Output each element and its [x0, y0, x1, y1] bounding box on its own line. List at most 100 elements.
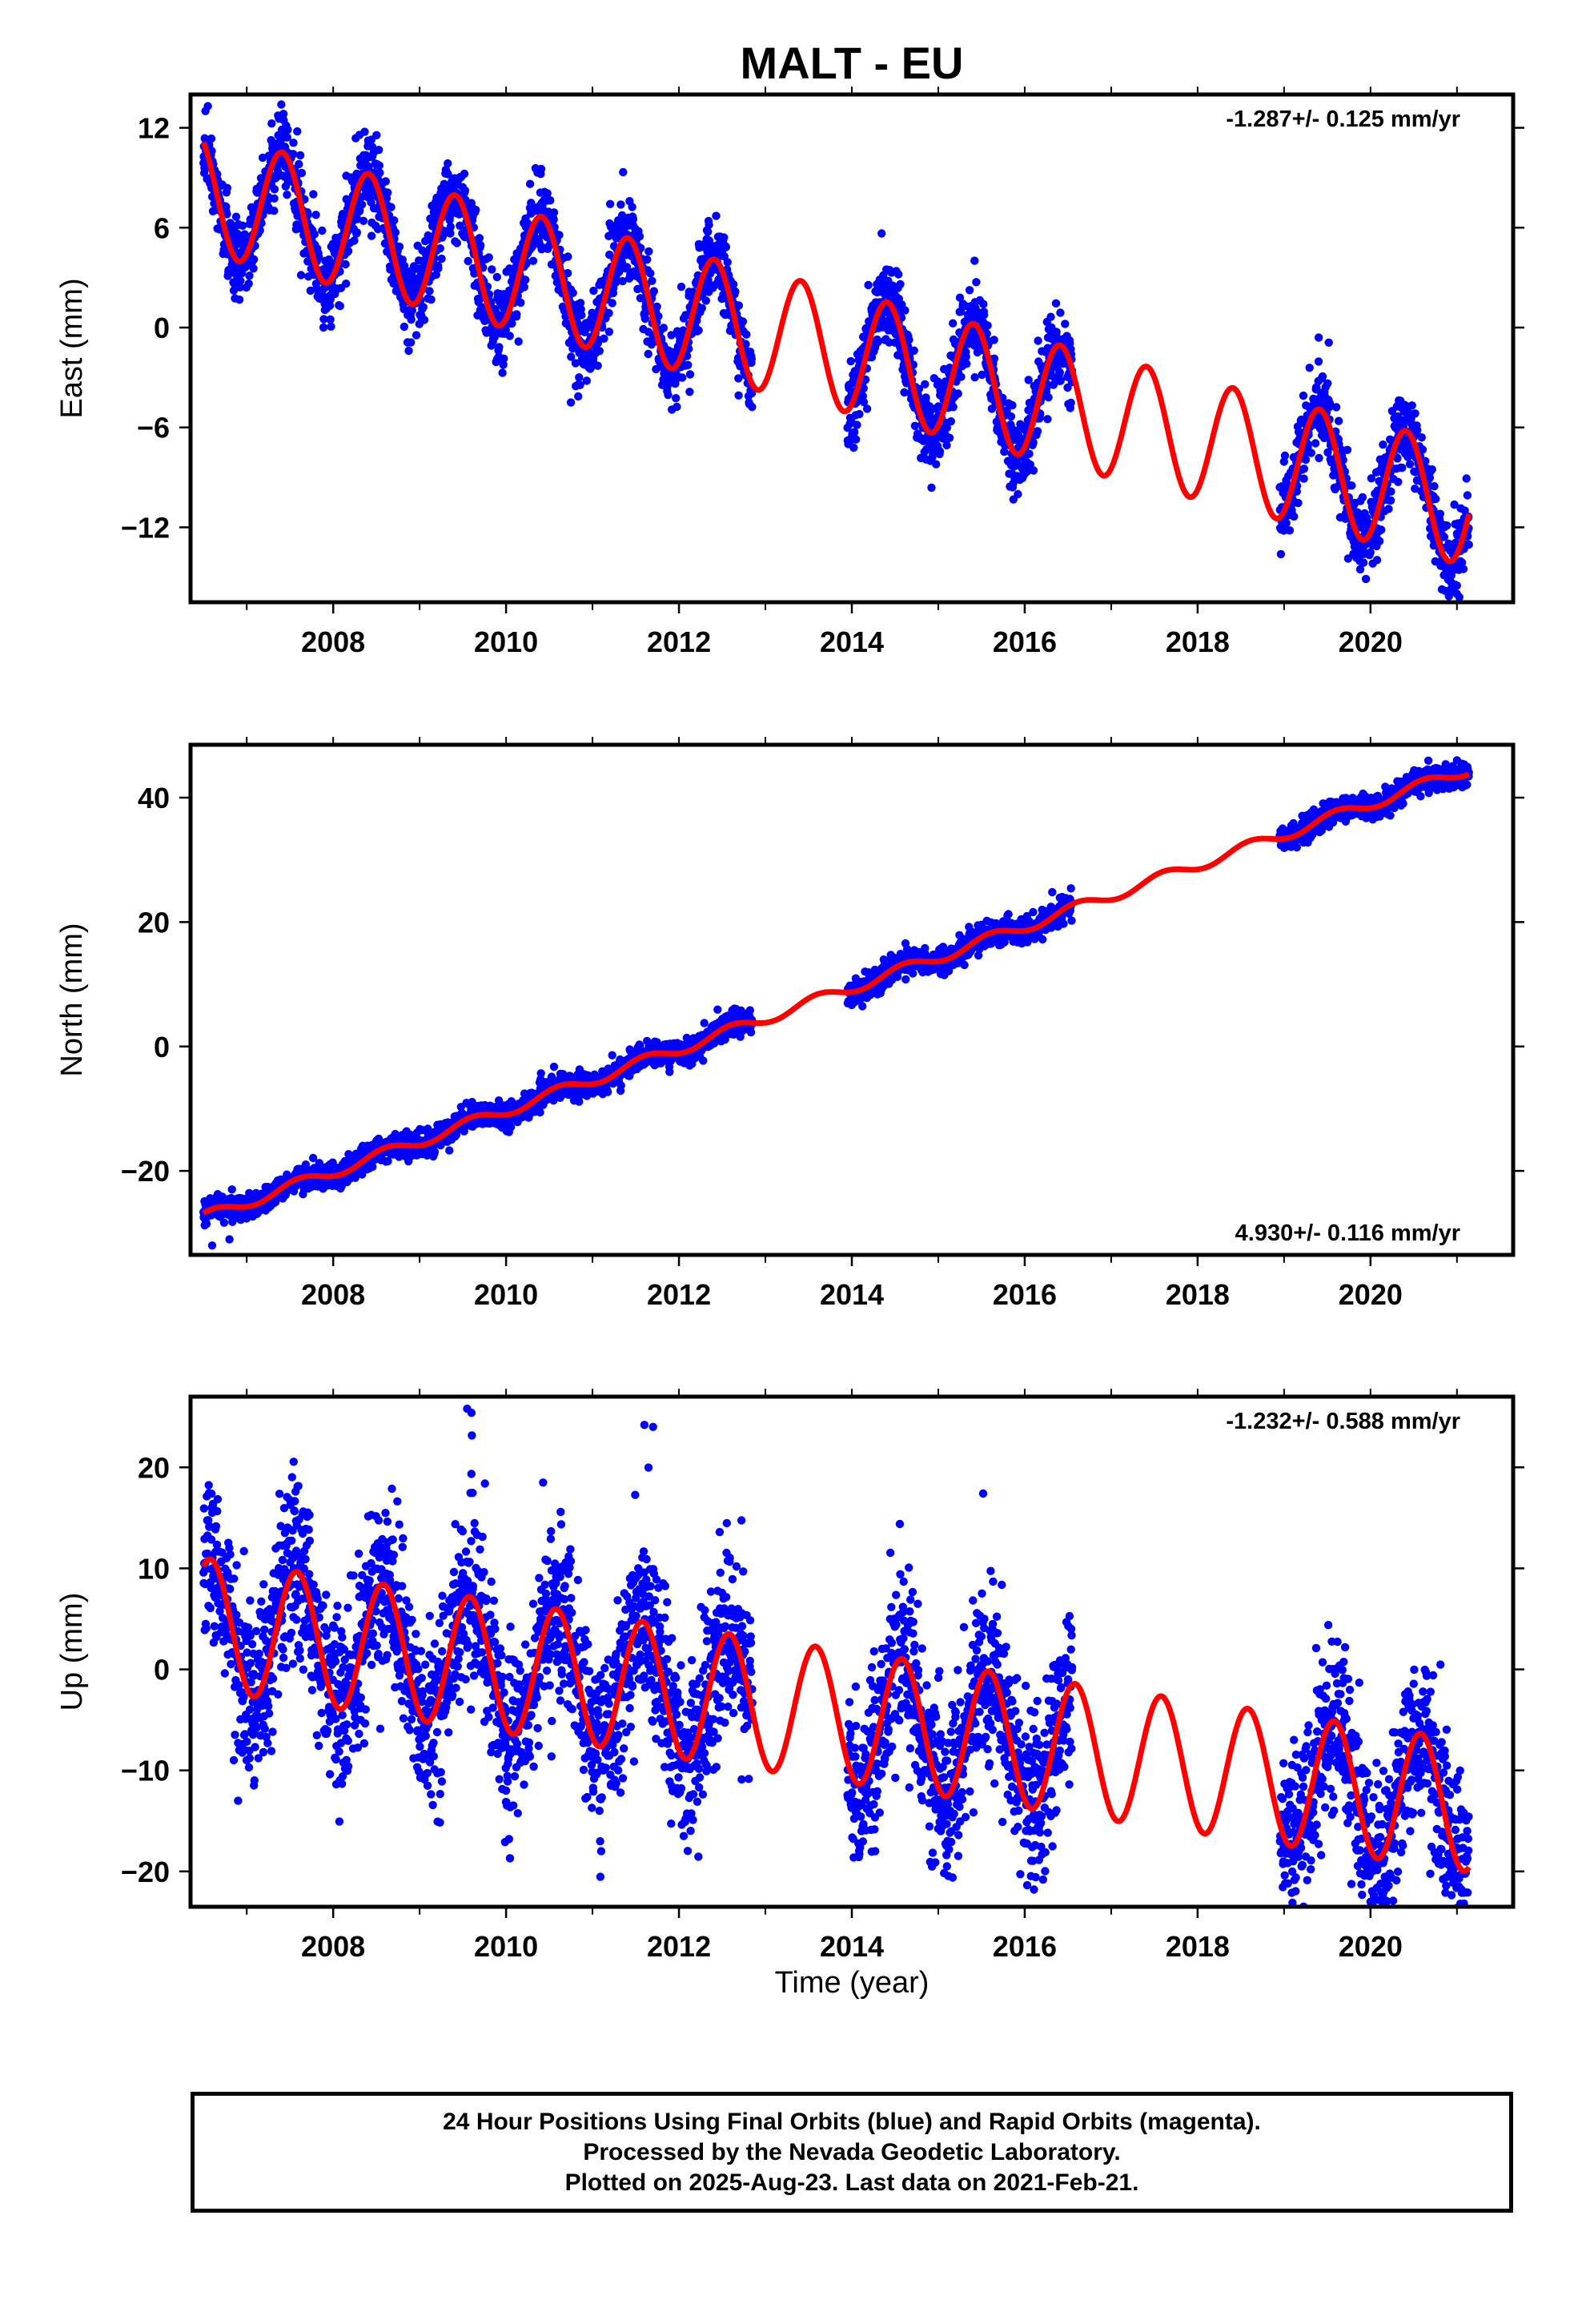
north-data-point [536, 1069, 545, 1078]
east-data-point [978, 370, 986, 380]
east-data-point [514, 337, 523, 346]
east-data-point [862, 404, 872, 413]
east-data-point [1301, 455, 1311, 464]
east-data-point [1303, 442, 1312, 452]
east-data-point [576, 299, 585, 308]
east-data-point [605, 199, 615, 208]
east-data-point [495, 343, 504, 352]
east-data-point [576, 380, 584, 389]
east-data-point [575, 373, 584, 382]
east-data-point [970, 373, 979, 382]
east-data-point [864, 280, 873, 290]
east-data-point [1066, 398, 1075, 408]
east-data-point [595, 347, 604, 356]
east-data-point [1314, 357, 1323, 366]
east-data-point [593, 339, 603, 348]
east-data-point [342, 279, 351, 288]
east-data-point [419, 303, 428, 312]
east-data-point [1033, 427, 1042, 436]
east-data-point [1425, 473, 1435, 482]
east-data-point [589, 286, 598, 296]
panels-layer: 2008 2010 2012 2014 2016 2018 20201260−6−12Eas… [55, 86, 1524, 1963]
east-y-tick-label: 0 [154, 312, 170, 344]
east-data-point [1043, 415, 1052, 424]
east-data-point [231, 212, 241, 221]
east-data-point [618, 276, 627, 286]
east-data-point [498, 368, 507, 377]
east-data-point [846, 356, 855, 366]
east-data-point [289, 139, 298, 147]
east-data-point [525, 179, 535, 188]
east-data-point [367, 231, 376, 240]
east-data-point [505, 332, 514, 340]
east-data-point [357, 200, 367, 209]
east-data-point [1023, 467, 1032, 476]
east-data-point [359, 216, 368, 225]
east-data-point [460, 186, 470, 195]
north-data-point [430, 1148, 440, 1156]
north-data-point [358, 1170, 367, 1179]
east-data-point [873, 337, 883, 346]
east-data-point [1398, 463, 1407, 472]
east-data-point [1014, 489, 1022, 499]
east-data-point [949, 403, 958, 412]
east-data-point [324, 255, 334, 264]
east-data-point [1029, 438, 1038, 447]
east-data-point [1457, 558, 1467, 567]
east-data-point [1377, 525, 1386, 534]
east-data-point [1334, 416, 1343, 425]
east-data-point [1375, 537, 1384, 545]
east-data-point [712, 211, 721, 220]
east-data-point [283, 191, 291, 199]
east-data-point [311, 211, 320, 219]
east-data-point [270, 194, 279, 203]
east-data-point [1279, 526, 1288, 535]
east-data-point [390, 216, 399, 225]
east-data-point [685, 370, 695, 379]
east-data-point [1435, 509, 1445, 518]
east-data-point [1307, 448, 1316, 457]
east-data-point [577, 311, 586, 320]
north-data-point [202, 1220, 211, 1228]
east-data-point [1366, 548, 1375, 557]
east-x-tick-label: 2010 [474, 625, 538, 658]
east-y-tick-label: 6 [154, 211, 170, 244]
east-data-point [1294, 498, 1303, 508]
east-data-point [563, 268, 572, 278]
east-data-point [335, 301, 344, 311]
east-data-point [295, 151, 305, 160]
east-data-point [434, 264, 443, 273]
east-data-point [1359, 558, 1368, 567]
north-data-point [219, 1218, 229, 1228]
east-data-point [407, 338, 416, 347]
east-data-point [1384, 505, 1393, 513]
east-data-point [1418, 445, 1427, 454]
east-data-point [1464, 540, 1473, 549]
east-data-point [853, 420, 861, 429]
east-data-point [980, 311, 989, 320]
east-data-point [723, 258, 732, 267]
east-data-point [249, 264, 258, 273]
east-data-point [628, 215, 638, 223]
east-data-point [372, 131, 381, 139]
east-data-point [1431, 494, 1440, 504]
east-data-point [1358, 493, 1367, 502]
east-data-point [983, 321, 992, 330]
east-data-point [279, 110, 288, 119]
east-x-tick-label: 2014 [820, 625, 884, 658]
east-data-point [1427, 465, 1437, 474]
east-data-point [375, 146, 383, 155]
north-data-point [308, 1153, 318, 1163]
east-data-point [729, 279, 738, 289]
east-data-point [566, 398, 576, 407]
east-data-point [408, 268, 416, 278]
east-data-point [962, 360, 971, 368]
east-data-point [1282, 519, 1291, 528]
east-data-point [1043, 344, 1052, 352]
east-data-point [1046, 312, 1055, 321]
east-data-point [640, 314, 649, 324]
east-data-point [574, 392, 583, 401]
east-data-point [852, 435, 861, 444]
east-data-point [412, 331, 421, 340]
